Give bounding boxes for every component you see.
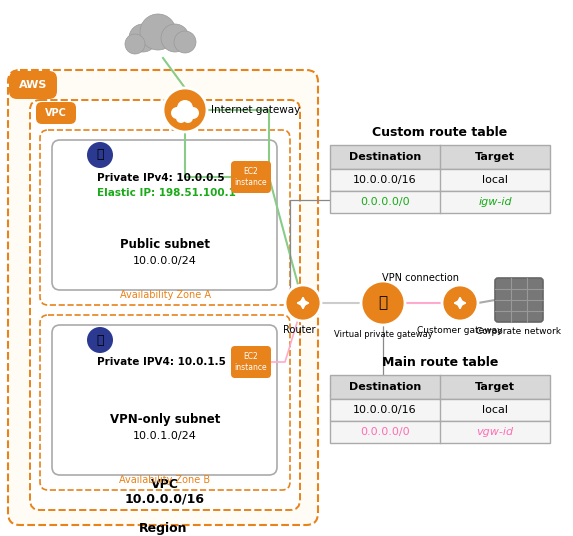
Circle shape — [187, 107, 199, 119]
Text: Target: Target — [475, 152, 515, 162]
Circle shape — [177, 100, 193, 116]
FancyBboxPatch shape — [330, 145, 550, 169]
Text: 10.0.0.0/24: 10.0.0.0/24 — [133, 256, 197, 266]
Text: 🔒: 🔒 — [378, 295, 387, 310]
Text: Elastic IP: 198.51.100.1: Elastic IP: 198.51.100.1 — [97, 188, 236, 198]
FancyBboxPatch shape — [30, 100, 300, 510]
Text: EC2
instance: EC2 instance — [235, 167, 268, 187]
FancyBboxPatch shape — [330, 375, 550, 399]
Circle shape — [163, 88, 207, 132]
Text: VPC: VPC — [45, 108, 67, 118]
Circle shape — [442, 285, 478, 321]
Text: Destination: Destination — [349, 152, 421, 162]
Text: Router: Router — [282, 325, 315, 335]
Circle shape — [125, 34, 145, 54]
Text: Region: Region — [139, 522, 187, 535]
Text: 0.0.0.0/0: 0.0.0.0/0 — [360, 427, 410, 437]
Text: Corporate network: Corporate network — [477, 327, 562, 336]
Text: VPC
10.0.0.0/16: VPC 10.0.0.0/16 — [125, 478, 205, 506]
Text: 0.0.0.0/0: 0.0.0.0/0 — [360, 197, 410, 207]
Circle shape — [183, 113, 193, 123]
FancyBboxPatch shape — [330, 191, 550, 213]
Text: VPN connection: VPN connection — [382, 273, 458, 283]
Circle shape — [87, 327, 113, 353]
Text: EC2
instance: EC2 instance — [235, 352, 268, 371]
Circle shape — [161, 24, 189, 52]
Text: Availability Zone B: Availability Zone B — [119, 475, 210, 485]
Text: 10.0.0.0/16: 10.0.0.0/16 — [353, 405, 417, 415]
FancyBboxPatch shape — [36, 102, 76, 124]
FancyBboxPatch shape — [52, 325, 277, 475]
FancyBboxPatch shape — [330, 169, 550, 191]
FancyBboxPatch shape — [231, 161, 271, 193]
Text: vgw-id: vgw-id — [476, 427, 513, 437]
Circle shape — [140, 14, 176, 50]
FancyBboxPatch shape — [495, 278, 543, 322]
Text: Custom route table: Custom route table — [372, 126, 508, 139]
Circle shape — [285, 285, 321, 321]
Text: 🔒: 🔒 — [96, 333, 104, 346]
Text: local: local — [482, 175, 508, 185]
Text: Target: Target — [475, 382, 515, 392]
Text: Destination: Destination — [349, 382, 421, 392]
Text: Virtual private gateway: Virtual private gateway — [333, 330, 433, 339]
Text: local: local — [482, 405, 508, 415]
Text: 🔒: 🔒 — [96, 148, 104, 161]
Text: VPN-only subnet: VPN-only subnet — [110, 413, 220, 427]
Text: igw-id: igw-id — [478, 197, 512, 207]
Text: 10.0.1.0/24: 10.0.1.0/24 — [133, 431, 197, 441]
FancyBboxPatch shape — [330, 399, 550, 421]
Text: Main route table: Main route table — [382, 356, 498, 369]
Text: Public subnet: Public subnet — [120, 239, 210, 251]
Circle shape — [171, 107, 183, 119]
Text: Availability Zone A: Availability Zone A — [120, 290, 210, 300]
Text: AWS: AWS — [19, 80, 47, 90]
FancyBboxPatch shape — [8, 70, 318, 525]
Text: Internet gateway: Internet gateway — [211, 105, 300, 115]
Text: 10.0.0.0/16: 10.0.0.0/16 — [353, 175, 417, 185]
FancyBboxPatch shape — [52, 140, 277, 290]
Circle shape — [129, 24, 157, 52]
Circle shape — [87, 142, 113, 168]
Circle shape — [174, 31, 196, 53]
FancyBboxPatch shape — [9, 71, 57, 99]
Text: Private IPV4: 10.0.1.5: Private IPV4: 10.0.1.5 — [97, 357, 226, 367]
Circle shape — [176, 113, 186, 123]
FancyBboxPatch shape — [330, 421, 550, 443]
Text: Customer gateway: Customer gateway — [417, 326, 503, 335]
FancyBboxPatch shape — [231, 346, 271, 378]
Text: Private IPv4: 10.0.0.5: Private IPv4: 10.0.0.5 — [97, 173, 225, 183]
Circle shape — [361, 281, 405, 325]
